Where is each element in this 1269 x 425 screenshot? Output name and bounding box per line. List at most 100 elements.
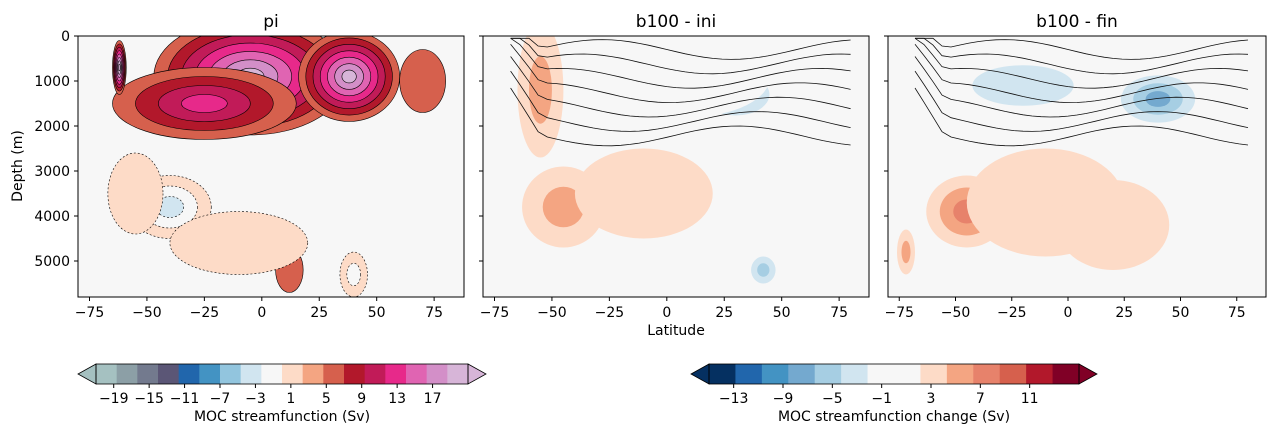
x-tick-label: −25 [595, 305, 625, 321]
colorbar-swatch [709, 364, 736, 384]
colorbar-swatch [1052, 364, 1080, 384]
colorbar-swatch [220, 364, 242, 384]
panel-title-pi: pi [263, 12, 279, 32]
colorbar-swatch [158, 364, 180, 384]
x-tick-label: 50 [368, 305, 386, 321]
panel-title-b100-fin: b100 - fin [1036, 12, 1118, 32]
x-tick-label: 25 [310, 305, 328, 321]
colorbar-tick-label: 11 [1021, 391, 1039, 407]
colorbar-tick-label: −5 [822, 391, 843, 407]
colorbar-swatch [761, 364, 789, 384]
x-tick-label: −75 [480, 305, 510, 321]
colorbar-tick-label: −1 [871, 391, 892, 407]
colorbar-swatch [867, 364, 895, 384]
colorbar-tick-label: 17 [424, 391, 442, 407]
streamline-contour [510, 37, 851, 75]
x-tick-label: 50 [1172, 305, 1190, 321]
colorbar-swatch [137, 364, 159, 384]
colorbar-swatch [178, 364, 200, 384]
colorbar-swatch [364, 364, 386, 384]
contour-band [972, 65, 1074, 106]
colorbar-pi: −19 −15 −11 −7 −3 1 5 9 13 17 [77, 363, 487, 407]
plot-frame-b100-ini [482, 35, 870, 298]
colorbar-tick-label: −19 [99, 391, 129, 407]
y-tick-label: 4000 [34, 209, 70, 225]
streamline-contour [914, 70, 1249, 132]
contour-field-b100-fin [888, 36, 1266, 297]
colorbar-frame [708, 363, 1080, 385]
x-tick-label: −75 [884, 305, 914, 321]
colorbar-extend-min [690, 363, 710, 385]
colorbar-tick-label: −3 [245, 391, 266, 407]
colorbar-tick-label: −7 [210, 391, 231, 407]
x-tick-label: −25 [190, 305, 220, 321]
contour-band [1056, 180, 1170, 270]
colorbar-extend-min [77, 363, 97, 385]
streamline-contour [510, 56, 851, 118]
contour-band [542, 186, 585, 228]
x-ticks-b100-fin: −75 −50 −25 0 25 50 75 [884, 297, 1246, 321]
x-axis-label: Latitude [647, 323, 705, 339]
x-tick-label: 75 [830, 305, 848, 321]
contour-band [155, 196, 184, 218]
y-tick-label: 1000 [34, 74, 70, 90]
colorbar-swatch [788, 364, 816, 384]
x-tick-label: 25 [715, 305, 733, 321]
colorbar-swatch [406, 364, 428, 384]
colorbar-swatch [302, 364, 324, 384]
x-tick-label: 50 [773, 305, 791, 321]
streamline-contour [510, 37, 851, 60]
x-tick-label: 0 [1064, 305, 1073, 321]
x-ticks-pi: −75 −50 −25 0 25 50 75 [75, 297, 443, 321]
colorbar-swatch [385, 364, 407, 384]
colorbar-label-change: MOC streamfunction change (Sv) [778, 409, 1010, 425]
colorbar-tick-label: 13 [388, 391, 406, 407]
y-tick-label: 2000 [34, 119, 70, 135]
colorbar-swatch [447, 364, 469, 384]
contour-band [118, 63, 121, 72]
streamline-contour [914, 43, 1249, 104]
x-tick-label: 25 [1115, 305, 1133, 321]
contour-band [341, 69, 357, 84]
y-ticks-b100-fin [884, 35, 888, 262]
x-tick-label: −75 [75, 305, 105, 321]
colorbar-tick-label: −11 [170, 391, 200, 407]
streamline-contour [510, 70, 851, 132]
colorbar-swatch [973, 364, 1001, 384]
x-tick-label: −50 [132, 305, 162, 321]
colorbar-tick-label: 5 [322, 391, 331, 407]
contour-band [399, 49, 446, 113]
streamline-contour [510, 43, 851, 104]
colorbar-extend-max [1078, 363, 1098, 385]
plot-frame-b100-fin [887, 35, 1267, 298]
y-ticks-b100-ini [479, 35, 483, 262]
x-ticks-b100-ini: −75 −50 −25 0 25 50 75 [480, 297, 848, 321]
panel-b100-ini: b100 - ini Latitude −75 −50 −25 0 25 50 75 [479, 12, 870, 339]
colorbar-swatch [426, 364, 448, 384]
contour-band [181, 94, 228, 113]
contour-field-pi [78, 36, 464, 297]
contour-band [107, 152, 164, 235]
panel-pi: pi Depth (m) −75 −50 −25 0 25 50 75 0 1000 2000 3… [10, 12, 465, 321]
y-tick-label: 5000 [34, 254, 70, 270]
contour-band [1145, 91, 1171, 107]
colorbar-change: −13 −9 −5 −1 3 7 11 [690, 363, 1098, 407]
streamline-contour [915, 37, 1249, 75]
panel-title-b100-ini: b100 - ini [636, 12, 716, 32]
colorbar-swatch [841, 364, 869, 384]
colorbar-tick-label: −15 [134, 391, 164, 407]
colorbar-swatch [323, 364, 345, 384]
colorbar-tick-label: −13 [719, 391, 749, 407]
streamline-contour [914, 87, 1249, 147]
plot-frame-pi [77, 35, 465, 298]
colorbar-swatch [894, 364, 921, 384]
colorbar-swatch [344, 364, 366, 384]
y-tick-label: 0 [61, 29, 70, 45]
x-tick-label: −50 [941, 305, 971, 321]
colorbar-swatch [735, 364, 763, 384]
colorbar-swatch [920, 364, 948, 384]
streamline-contour [510, 37, 851, 89]
contour-band [346, 262, 361, 287]
contour-band [901, 240, 911, 264]
